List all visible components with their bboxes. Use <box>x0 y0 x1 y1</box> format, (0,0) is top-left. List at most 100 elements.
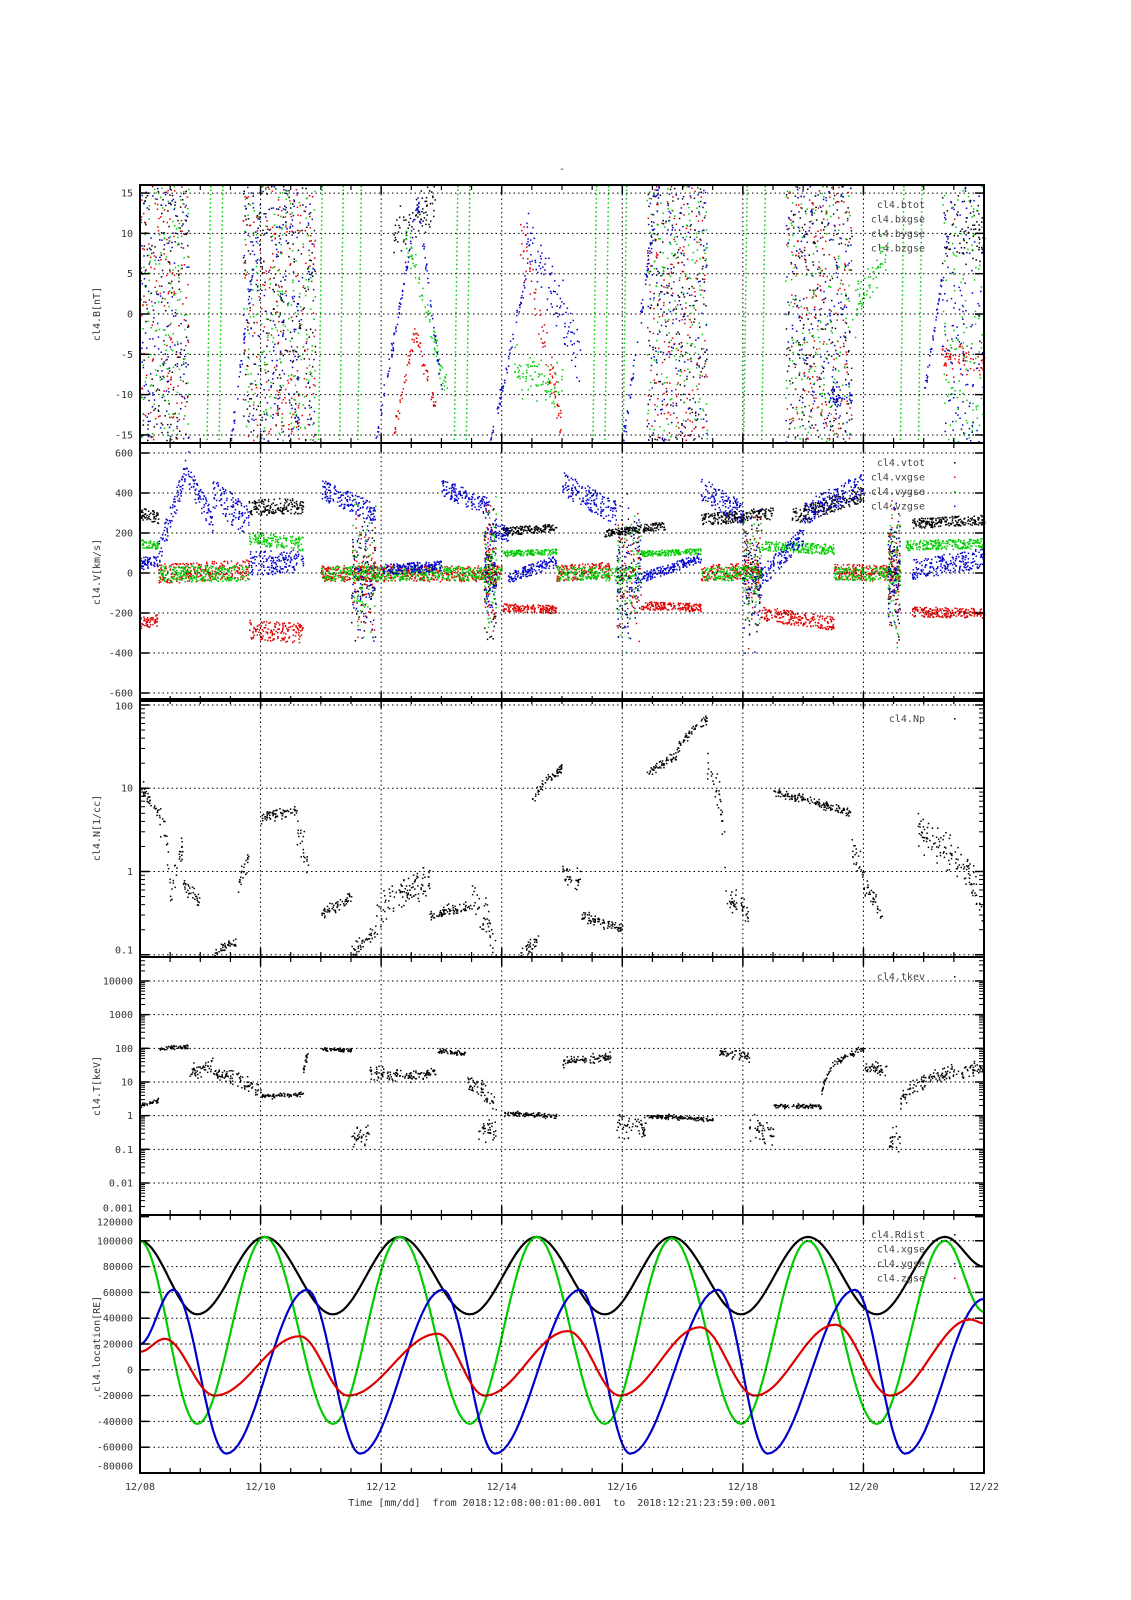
data-point <box>526 243 528 245</box>
data-point <box>958 358 960 361</box>
data-point <box>141 245 143 247</box>
data-point <box>848 284 850 287</box>
data-point <box>901 289 904 292</box>
data-point <box>275 243 277 246</box>
data-point <box>677 256 679 259</box>
data-point <box>251 241 254 243</box>
data-point <box>957 406 959 409</box>
data-point <box>764 189 766 191</box>
data-point <box>821 221 823 224</box>
data-point <box>955 412 957 414</box>
data-point <box>157 187 159 190</box>
data-point <box>436 361 439 363</box>
data-point <box>220 303 222 305</box>
data-point <box>289 331 292 333</box>
data-point <box>170 416 173 418</box>
data-point <box>805 438 807 441</box>
data-point <box>696 388 699 390</box>
data-point <box>595 189 598 191</box>
data-point <box>704 248 707 251</box>
data-point <box>185 366 187 368</box>
data-point <box>167 261 170 263</box>
data-point <box>673 412 675 414</box>
data-point <box>177 270 180 272</box>
data-point <box>670 186 673 188</box>
data-point <box>150 256 152 259</box>
data-point <box>652 195 655 198</box>
data-point <box>549 382 551 384</box>
data-point <box>872 278 875 280</box>
data-point <box>279 350 282 352</box>
data-point <box>304 426 306 429</box>
data-point <box>422 363 425 366</box>
data-point <box>690 344 692 347</box>
data-point <box>141 388 144 390</box>
data-point <box>830 321 832 323</box>
data-point <box>244 205 246 207</box>
data-point <box>243 254 246 257</box>
data-point <box>787 347 789 349</box>
data-point <box>810 409 812 411</box>
data-point <box>593 329 596 331</box>
data-point <box>299 394 301 396</box>
data-point <box>148 272 150 274</box>
data-point <box>290 416 293 418</box>
data-point <box>286 211 289 213</box>
data-point <box>604 412 607 414</box>
data-point <box>959 242 961 245</box>
data-point <box>360 215 362 218</box>
data-point <box>815 235 817 237</box>
data-point <box>522 290 524 293</box>
data-point <box>834 258 836 261</box>
data-point <box>292 243 294 245</box>
data-point <box>649 436 651 438</box>
data-point <box>787 242 790 245</box>
data-point <box>154 188 156 191</box>
data-point <box>454 351 457 353</box>
data-point <box>660 202 662 204</box>
data-point <box>794 427 796 429</box>
data-point <box>285 294 287 297</box>
data-point <box>272 320 275 322</box>
data-point <box>701 375 704 377</box>
data-point <box>420 222 422 224</box>
data-point <box>624 268 627 270</box>
data-point <box>851 418 853 420</box>
data-point <box>899 438 902 441</box>
data-point <box>150 327 152 329</box>
data-point <box>162 329 165 331</box>
data-point <box>320 285 322 288</box>
data-point <box>360 220 362 222</box>
data-point <box>358 320 361 323</box>
data-point <box>264 396 266 399</box>
data-point <box>937 312 939 314</box>
data-point <box>623 364 625 366</box>
data-point <box>667 202 669 205</box>
data-point <box>972 257 974 260</box>
data-point <box>466 381 468 384</box>
data-point <box>243 333 245 336</box>
data-point <box>259 216 261 218</box>
data-point <box>468 241 470 244</box>
data-point <box>393 332 396 334</box>
data-point <box>340 311 343 314</box>
data-point <box>823 377 825 379</box>
data-point <box>209 255 211 257</box>
data-point <box>980 342 983 344</box>
data-point <box>920 250 922 253</box>
data-point <box>231 430 233 432</box>
data-point <box>453 434 456 436</box>
data-point <box>147 390 150 392</box>
data-point <box>918 408 920 410</box>
data-point <box>686 292 689 295</box>
data-point <box>465 425 468 427</box>
data-point <box>342 193 344 196</box>
data-point <box>607 206 609 209</box>
data-point <box>468 228 470 231</box>
data-point <box>525 233 527 236</box>
data-point <box>838 417 840 419</box>
data-point <box>817 268 819 270</box>
data-point <box>666 201 669 203</box>
data-point <box>220 307 222 309</box>
